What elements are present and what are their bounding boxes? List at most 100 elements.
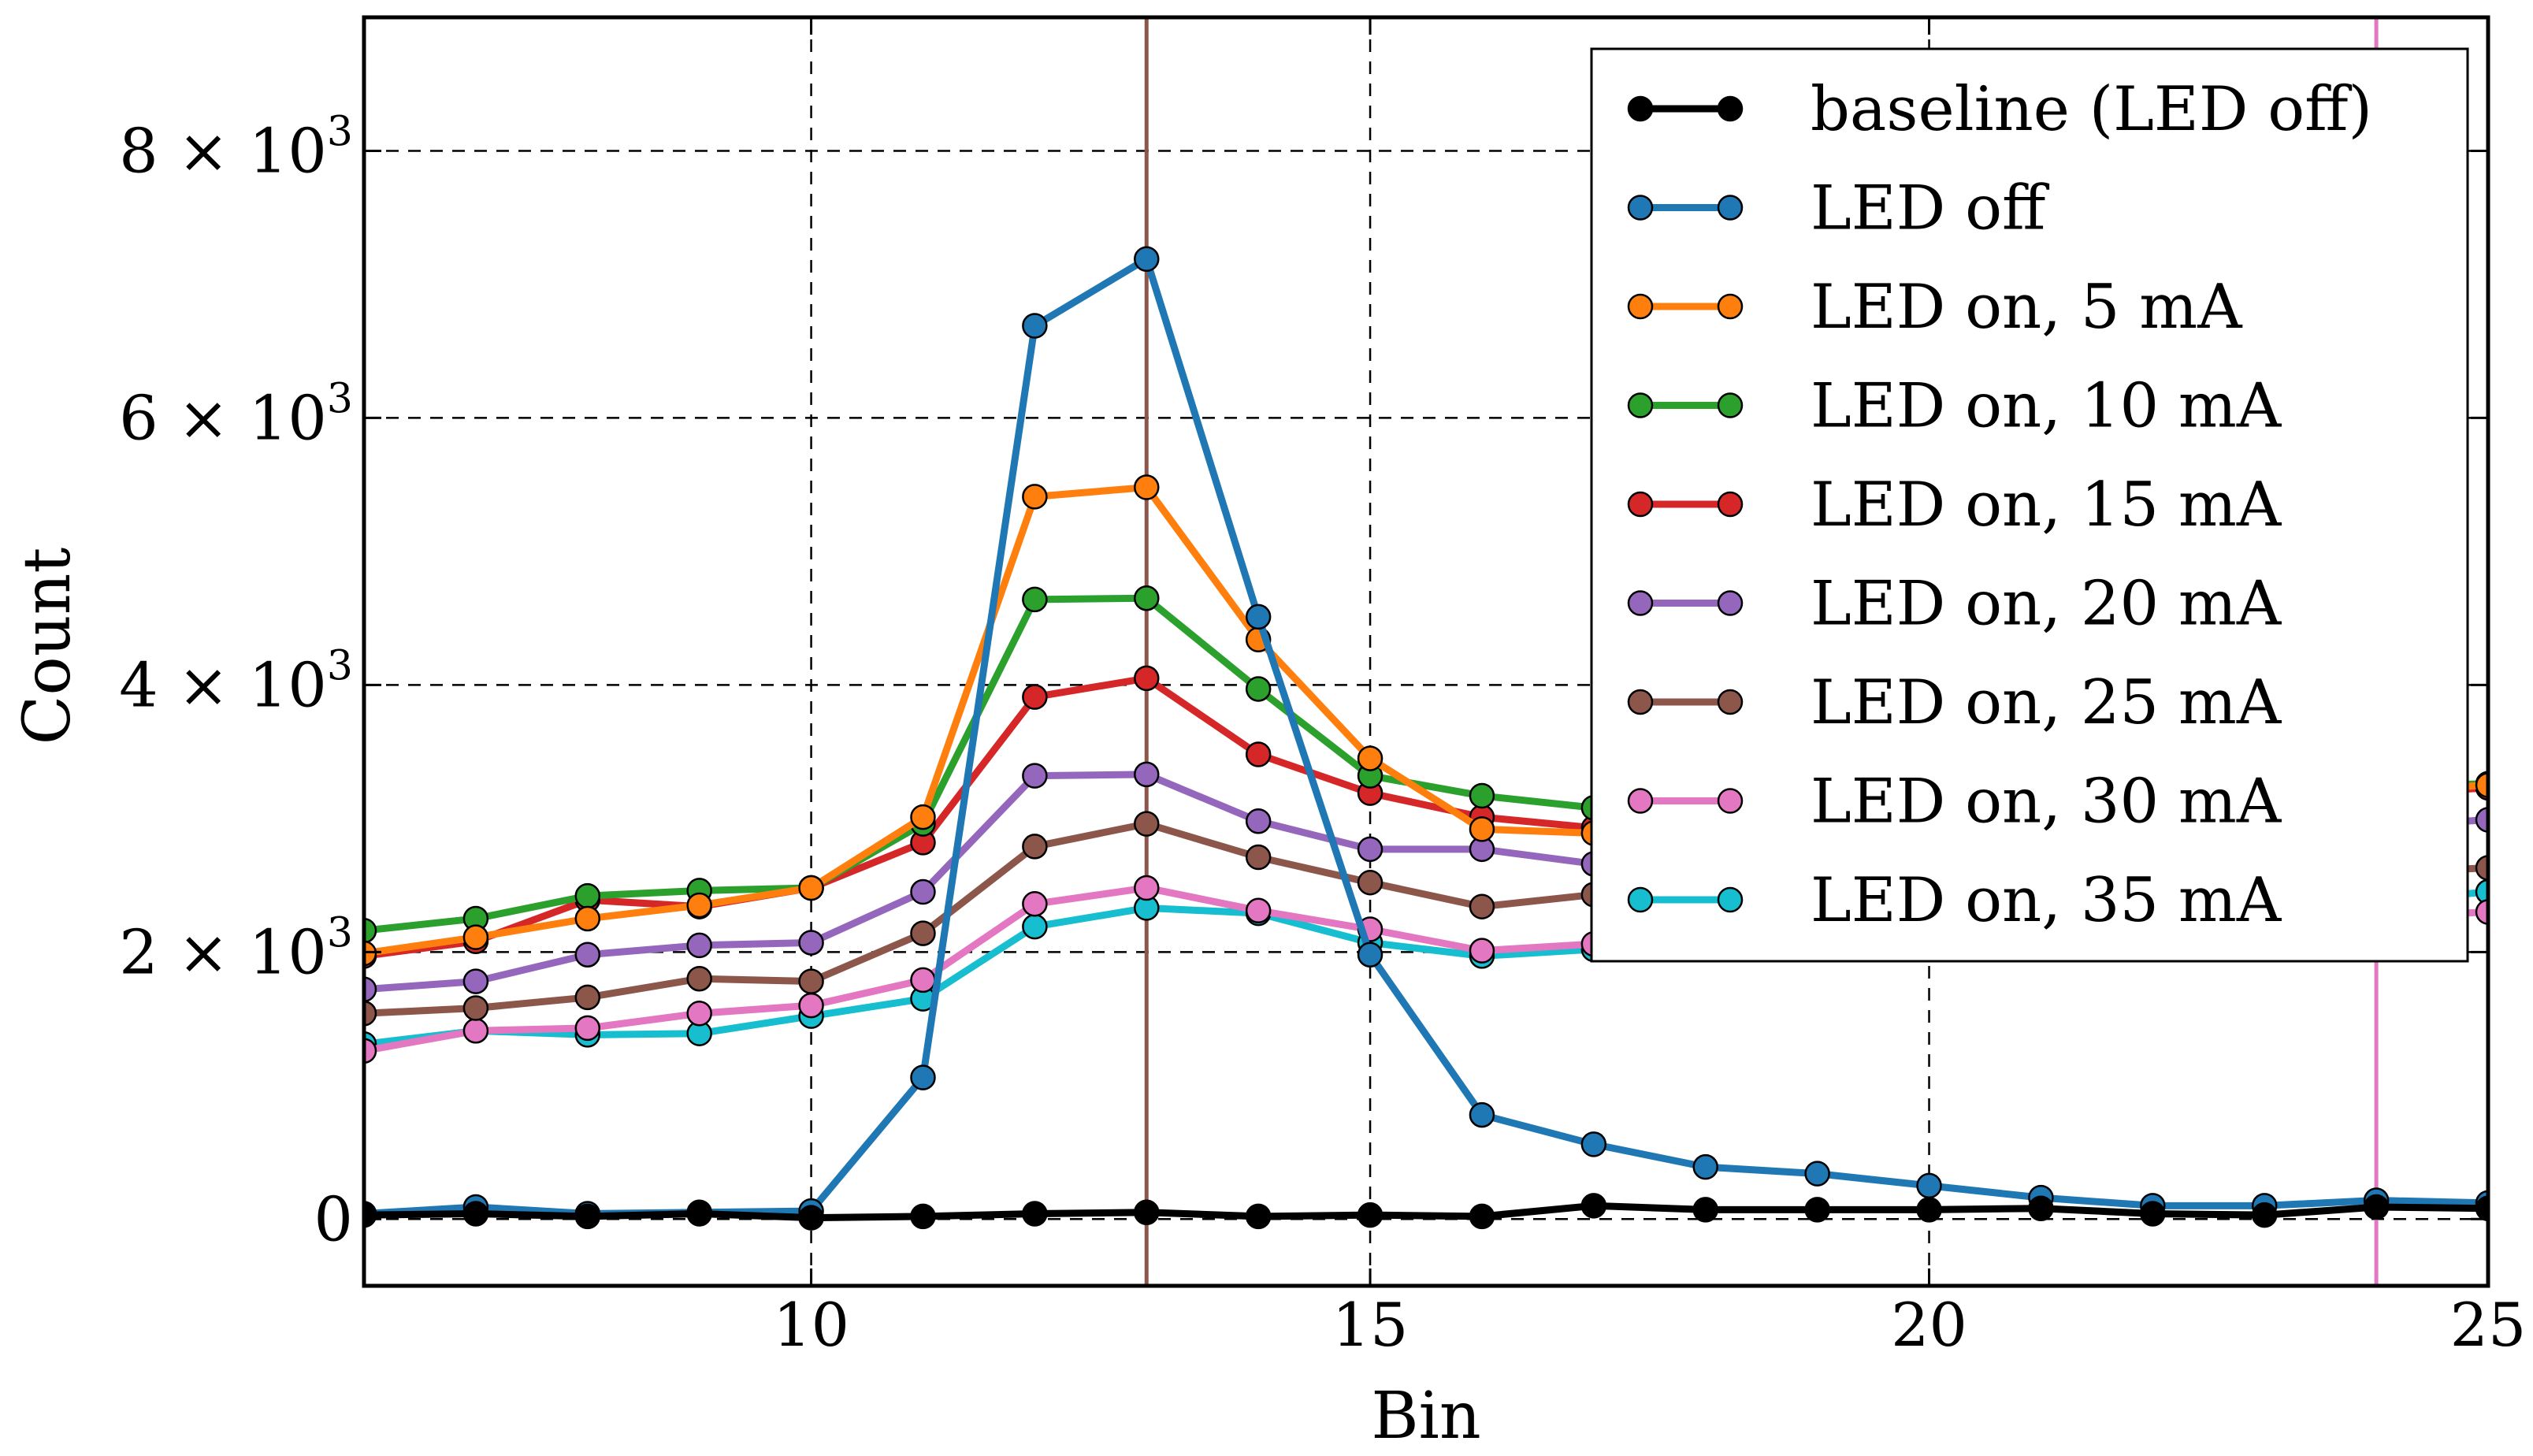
legend-label: LED on, 30 mA [1811, 767, 2282, 838]
data-point [1357, 1202, 1383, 1228]
data-point [364, 917, 377, 944]
legend-label: LED on, 20 mA [1811, 569, 2282, 640]
data-point [1022, 834, 1048, 860]
data-point [1134, 761, 1160, 788]
y-tick-label: 8 × 103 [119, 108, 353, 187]
data-point [1245, 844, 1272, 871]
legend-marker [1627, 590, 1654, 616]
data-point [462, 995, 489, 1021]
plot-frame [362, 15, 2490, 1288]
data-point [364, 1001, 377, 1027]
data-point [1245, 808, 1272, 834]
axis-ticks: 10 15 20 25 0 2 × 103 4 × 103 6 × 103 8 × 103 [119, 17, 2526, 1360]
data-point [1022, 763, 1048, 789]
data-point [1469, 1203, 1495, 1230]
legend-label: LED on, 15 mA [1811, 470, 2282, 540]
legend-marker [1717, 788, 1744, 814]
legend-entry: LED on, 35 mA [1627, 865, 2282, 936]
legend-marker [1717, 689, 1744, 715]
data-point [574, 942, 601, 968]
data-point [1022, 313, 1048, 339]
data-point [462, 924, 489, 950]
legend-marker [1627, 886, 1654, 913]
legend-marker [1627, 788, 1654, 814]
data-point [798, 968, 824, 994]
legend-marker [1627, 392, 1654, 418]
data-point [1580, 1131, 1607, 1157]
data-point [798, 875, 824, 901]
data-point [1245, 604, 1272, 630]
data-point [910, 878, 936, 905]
data-point [1022, 891, 1048, 917]
data-point [1916, 1197, 1942, 1223]
data-point [1134, 585, 1160, 611]
data-point [1469, 1101, 1495, 1128]
data-point [364, 1202, 377, 1228]
data-point [1804, 1161, 1830, 1187]
legend-marker [1717, 886, 1744, 913]
x-axis-label: Bin [1371, 1379, 1480, 1454]
data-point [2363, 1194, 2390, 1220]
series-line [364, 1202, 2488, 1222]
data-point [1357, 869, 1383, 896]
data-point [798, 992, 824, 1019]
data-point [1357, 942, 1383, 968]
data-point [364, 1038, 377, 1064]
data-point [574, 1015, 601, 1042]
data-point [1245, 1203, 1272, 1230]
data-point [574, 882, 601, 909]
legend-label: baseline (LED off) [1811, 74, 2372, 145]
y-axis-label: Count [10, 548, 85, 745]
data-point [1134, 875, 1160, 901]
legend-entry: LED on, 20 mA [1627, 569, 2282, 640]
x-tick-label: 15 [1332, 1290, 1409, 1360]
legend-marker [1717, 392, 1744, 418]
legend-label: LED off [1811, 173, 2050, 244]
data-point [1245, 676, 1272, 702]
data-point [910, 967, 936, 994]
legend-marker [1627, 293, 1654, 320]
legend-marker [1717, 590, 1744, 616]
data-point [1134, 665, 1160, 692]
data-point [1580, 1193, 1607, 1219]
data-point [1469, 816, 1495, 842]
data-point [1804, 1197, 1830, 1223]
legend-entry: LED on, 30 mA [1627, 767, 2282, 838]
data-point [798, 930, 824, 956]
legend-marker [1717, 293, 1744, 320]
data-point [2475, 878, 2488, 905]
data-point [1022, 484, 1048, 510]
data-point [910, 1203, 936, 1230]
data-point [574, 1203, 601, 1230]
data-point [2028, 1195, 2054, 1221]
x-tick-label: 10 [773, 1290, 849, 1360]
data-point [462, 1018, 489, 1044]
y-tick-label: 0 [314, 1184, 353, 1255]
legend-marker [1627, 491, 1654, 518]
data-point [686, 965, 712, 992]
x-tick-label: 20 [1891, 1290, 1967, 1360]
data-point [1469, 893, 1495, 919]
data-point [1469, 938, 1495, 964]
series-0 [364, 1193, 2488, 1231]
data-point [2475, 855, 2488, 881]
data-point [574, 984, 601, 1011]
data-point [910, 804, 936, 830]
data-point [798, 1205, 824, 1231]
data-point [2140, 1201, 2166, 1227]
legend-label: LED on, 25 mA [1811, 667, 2282, 738]
legend-entry: baseline (LED off) [1627, 74, 2372, 145]
data-point [1134, 811, 1160, 837]
data-point [686, 1201, 712, 1227]
data-point [1357, 836, 1383, 863]
data-point [2475, 1195, 2488, 1221]
data-point [1022, 586, 1048, 613]
data-point [1469, 782, 1495, 809]
data-point [1245, 897, 1272, 924]
data-point [1692, 1153, 1718, 1180]
data-point [1245, 741, 1272, 767]
data-point [1134, 246, 1160, 272]
data-point [574, 905, 601, 932]
data-point [1134, 1199, 1160, 1226]
